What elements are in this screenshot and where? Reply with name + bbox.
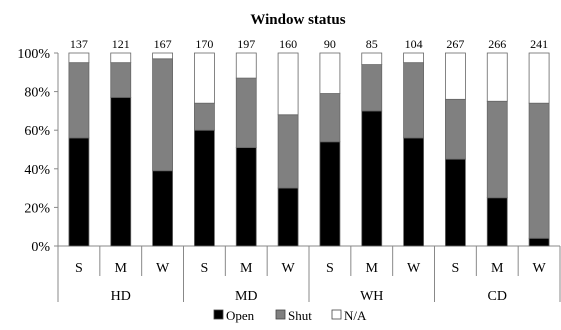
bar-open-segment [486, 197, 508, 247]
bar-shut-segment [68, 62, 90, 139]
bar-na-segment [277, 52, 299, 116]
total-label: 267 [446, 37, 464, 51]
bar-open-segment [152, 170, 173, 247]
bar-open-segment [403, 137, 424, 247]
bar-open-segment [319, 141, 341, 247]
total-label: 197 [237, 37, 255, 51]
bar-shut-segment [486, 100, 508, 199]
x-category-label: W [156, 261, 170, 276]
bar-shut-segment [277, 114, 299, 189]
x-category-label: W [407, 261, 421, 276]
bar-shut-segment [152, 58, 173, 172]
bar-na-segment [235, 52, 257, 79]
legend-swatch [331, 309, 342, 320]
bar-na-segment [361, 52, 383, 65]
bar-na-segment [152, 52, 173, 60]
bar-na-segment [486, 52, 508, 102]
x-category-label: M [240, 261, 253, 276]
total-label: 121 [112, 37, 130, 51]
bar-na-segment [319, 52, 341, 94]
bar-open-segment [528, 237, 550, 247]
x-category-label: M [491, 261, 504, 276]
legend-label: Shut [288, 308, 312, 323]
y-tick-label: 80% [24, 86, 50, 101]
bar-shut-segment [403, 62, 424, 139]
total-label: 170 [195, 37, 213, 51]
y-tick-label: 0% [31, 240, 50, 255]
bar-na-segment [194, 52, 215, 104]
bars [68, 52, 550, 247]
total-label: 167 [154, 37, 172, 51]
total-label: 85 [366, 37, 378, 51]
bar-na-segment [528, 52, 550, 104]
axes: 0% 20% 40% 60% 80% 100% [17, 47, 561, 302]
x-category-label: S [75, 261, 83, 276]
bar-na-segment [445, 52, 466, 100]
legend-label: N/A [344, 308, 367, 323]
x-group-label: WH [360, 289, 383, 304]
y-tick-label: 60% [24, 124, 50, 139]
x-category-label: W [532, 261, 546, 276]
total-label: 90 [324, 37, 336, 51]
bar-shut-segment [194, 102, 215, 131]
legend-label: Open [226, 308, 255, 323]
x-group-label: MD [235, 289, 258, 304]
bar-open-segment [68, 137, 90, 247]
x-group-label: CD [488, 289, 507, 304]
bar-shut-segment [235, 77, 257, 148]
bar-open-segment [235, 147, 257, 247]
total-label: 160 [279, 37, 297, 51]
x-category-label: M [115, 261, 128, 276]
x-group-label: HD [111, 289, 131, 304]
bar-shut-segment [319, 93, 341, 143]
x-category-label: S [201, 261, 209, 276]
bar-open-segment [277, 187, 299, 247]
legend: Open Shut N/A [213, 308, 367, 323]
bar-open-segment [445, 158, 466, 247]
bar-shut-segment [445, 98, 466, 160]
bar-open-segment [194, 129, 215, 247]
x-category-label: S [326, 261, 334, 276]
bar-na-segment [110, 52, 132, 64]
x-category-label: S [452, 261, 460, 276]
bar-shut-segment [528, 102, 550, 239]
x-category-label: M [366, 261, 379, 276]
legend-swatch [275, 309, 286, 320]
bar-shut-segment [110, 62, 132, 98]
total-label: 241 [530, 37, 548, 51]
bar-open-segment [361, 110, 383, 247]
y-tick-label: 100% [17, 47, 50, 62]
x-category-label: W [281, 261, 295, 276]
total-label: 266 [488, 37, 506, 51]
total-label: 137 [70, 37, 88, 51]
chart-title: Window status [250, 12, 345, 28]
y-tick-label: 20% [24, 201, 50, 216]
labels: 137 S 121 M 167 W 170 S 197 M 160 W 90 S 85 M 104 W 267 S 26… [70, 37, 548, 304]
bar-na-segment [403, 52, 424, 64]
bar-shut-segment [361, 64, 383, 112]
y-tick-label: 40% [24, 163, 50, 178]
legend-swatch [213, 309, 224, 320]
bar-na-segment [68, 52, 90, 64]
total-label: 104 [405, 37, 423, 51]
bar-open-segment [110, 96, 132, 247]
